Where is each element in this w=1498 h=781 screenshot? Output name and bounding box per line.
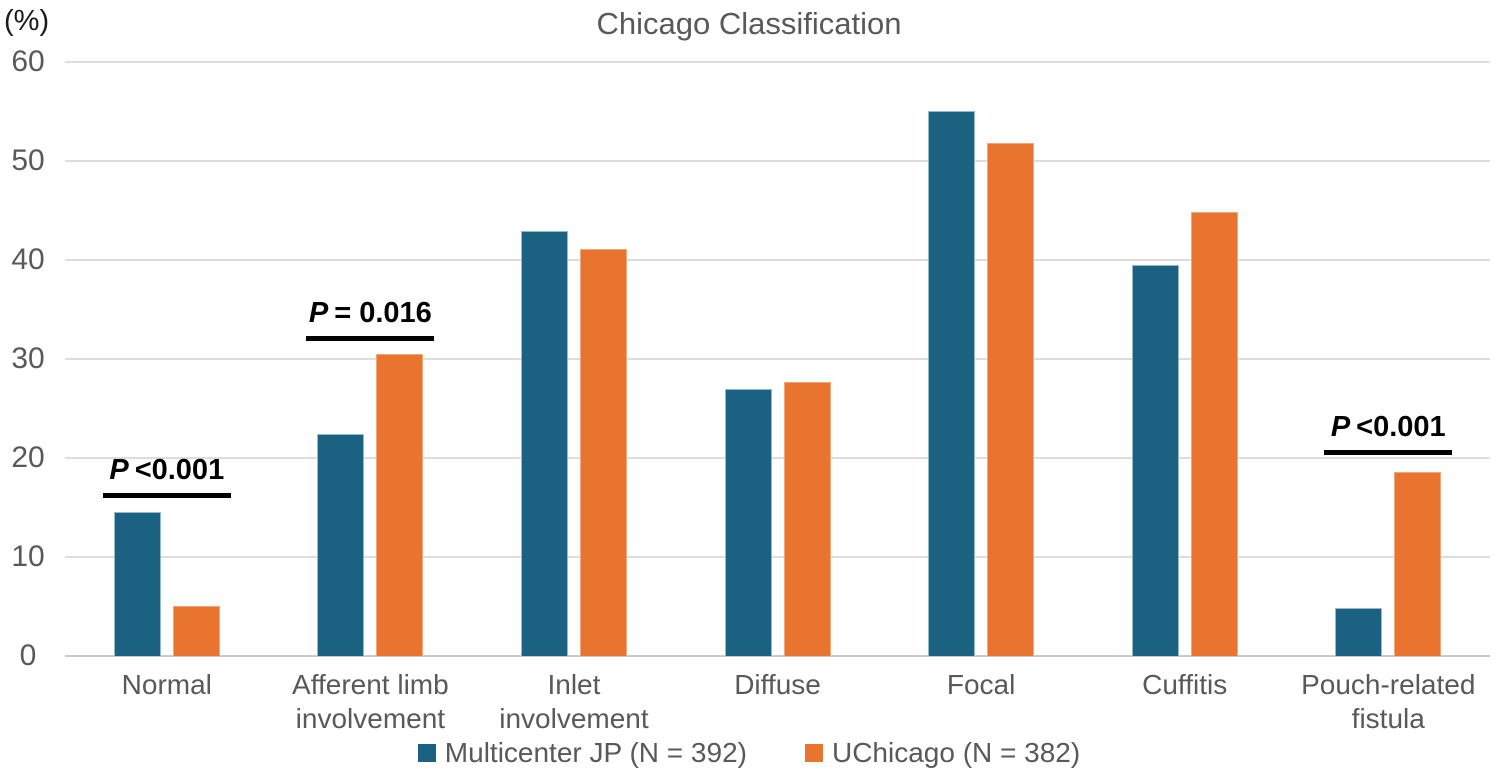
legend-item-multicenter-jp-n-392: Multicenter JP (N = 392) — [417, 737, 747, 769]
legend-item-uchicago-n-382: UChicago (N = 382) — [804, 737, 1081, 769]
bar-uchicago-n-382-diffuse — [783, 381, 831, 656]
chart-legend: Multicenter JP (N = 392) UChicago (N = 38… — [0, 737, 1498, 769]
bar-uchicago-n-382-inlet-involvement — [579, 249, 627, 656]
bar-uchicago-n-382-cuffitis — [1190, 212, 1238, 656]
category-label-pouch-related-fistula: Pouch-related fistula — [1301, 669, 1476, 735]
bar-multicenter-jp-n-392-cuffitis — [1131, 264, 1179, 656]
y-gridline-60 — [65, 61, 1490, 63]
bar-uchicago-n-382-afferent-limb-involvement — [376, 354, 424, 656]
bar-multicenter-jp-n-392-inlet-involvement — [520, 231, 568, 656]
p-value-annotation-normal: P <0.001 — [102, 453, 231, 498]
y-gridline-30 — [65, 358, 1490, 360]
category-label-afferent-limb-involvement: Afferent limb involvement — [292, 669, 449, 735]
category-label-focal: Focal — [946, 669, 1016, 700]
bar-cluster-afferent-limb-involvement: P = 0.016 — [269, 62, 473, 656]
y-gridline-10 — [65, 556, 1490, 558]
y-tick-label-20: 20 — [11, 441, 45, 474]
bar-cluster-inlet-involvement — [472, 62, 676, 656]
category-label-normal: Normal — [121, 669, 212, 700]
legend-swatch-icon — [804, 744, 823, 762]
y-tick-label-30: 30 — [11, 342, 45, 375]
p-value-annotation-pouch-related-fistula: P <0.001 — [1324, 411, 1453, 456]
legend-label: UChicago (N = 382) — [831, 737, 1081, 768]
bar-clusters: P <0.001 P = 0.016 P <0.001 — [65, 62, 1490, 656]
x-axis-category-labels: Normal Afferent limb involvement Inlet invol… — [65, 668, 1490, 736]
p-italic-label: P — [1330, 411, 1351, 444]
bar-multicenter-jp-n-392-pouch-related-fistula — [1335, 607, 1383, 656]
legend-label: Multicenter JP (N = 392) — [444, 737, 747, 768]
y-gridline-50 — [65, 160, 1490, 162]
y-gridline-20 — [65, 457, 1490, 459]
y-tick-label-10: 10 — [11, 540, 45, 573]
plot-area: P <0.001 P = 0.016 P <0.001 — [65, 61, 1490, 657]
legend-swatch-icon — [417, 744, 436, 762]
bar-uchicago-n-382-normal — [172, 605, 220, 656]
category-label-inlet-involvement: Inlet involvement — [499, 669, 649, 735]
y-axis-unit-label: (%) — [4, 5, 50, 37]
p-value-annotation-afferent-limb-involvement: P = 0.016 — [306, 297, 435, 342]
bar-uchicago-n-382-pouch-related-fistula — [1394, 471, 1442, 656]
bar-multicenter-jp-n-392-focal — [928, 110, 976, 656]
y-gridline-40 — [65, 259, 1490, 261]
y-tick-label-60: 60 — [11, 45, 45, 78]
bar-cluster-normal: P <0.001 — [65, 62, 269, 656]
bar-cluster-cuffitis — [1083, 62, 1287, 656]
bar-cluster-pouch-related-fistula: P <0.001 — [1286, 62, 1490, 656]
bar-cluster-focal — [879, 62, 1083, 656]
y-tick-label-50: 50 — [11, 144, 45, 177]
p-value-text: <0.001 — [1356, 411, 1446, 444]
bar-cluster-diffuse — [676, 62, 880, 656]
bar-multicenter-jp-n-392-normal — [113, 512, 161, 656]
y-tick-label-0: 0 — [19, 639, 37, 672]
p-italic-label: P — [308, 297, 329, 330]
bar-uchicago-n-382-focal — [987, 143, 1035, 656]
p-value-text: <0.001 — [134, 453, 225, 486]
bar-multicenter-jp-n-392-afferent-limb-involvement — [317, 434, 365, 656]
p-value-text: = 0.016 — [334, 297, 432, 330]
y-tick-label-40: 40 — [11, 243, 45, 276]
category-label-diffuse: Diffuse — [734, 669, 821, 700]
bar-multicenter-jp-n-392-diffuse — [724, 388, 772, 656]
category-label-cuffitis: Cuffitis — [1142, 669, 1228, 700]
x-axis-baseline — [65, 655, 1490, 657]
p-italic-label: P — [109, 453, 129, 486]
y-axis-tick-labels: 0 10 20 30 40 50 60 — [0, 0, 60, 781]
chart-title: Chicago Classification — [596, 6, 902, 41]
